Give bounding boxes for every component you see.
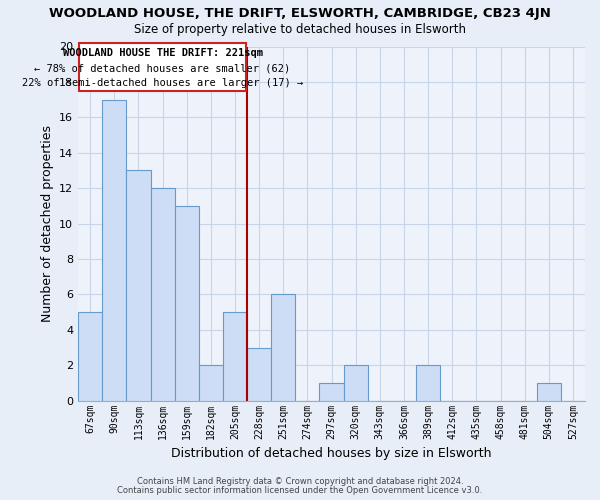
Text: Size of property relative to detached houses in Elsworth: Size of property relative to detached ho… <box>134 22 466 36</box>
Bar <box>416 365 440 400</box>
Bar <box>151 188 175 400</box>
Text: ← 78% of detached houses are smaller (62): ← 78% of detached houses are smaller (62… <box>34 64 291 74</box>
Bar <box>102 100 127 401</box>
Bar <box>175 206 199 400</box>
Bar <box>319 383 344 400</box>
Text: 22% of semi-detached houses are larger (17) →: 22% of semi-detached houses are larger (… <box>22 78 303 88</box>
Bar <box>78 312 102 400</box>
Bar <box>199 365 223 400</box>
FancyBboxPatch shape <box>79 43 246 91</box>
Text: WOODLAND HOUSE, THE DRIFT, ELSWORTH, CAMBRIDGE, CB23 4JN: WOODLAND HOUSE, THE DRIFT, ELSWORTH, CAM… <box>49 8 551 20</box>
Text: WOODLAND HOUSE THE DRIFT: 221sqm: WOODLAND HOUSE THE DRIFT: 221sqm <box>62 48 263 58</box>
Y-axis label: Number of detached properties: Number of detached properties <box>41 125 53 322</box>
Bar <box>537 383 561 400</box>
Bar <box>223 312 247 400</box>
Text: Contains HM Land Registry data © Crown copyright and database right 2024.: Contains HM Land Registry data © Crown c… <box>137 477 463 486</box>
Bar <box>271 294 295 401</box>
Bar <box>247 348 271 401</box>
Bar <box>127 170 151 400</box>
Text: Contains public sector information licensed under the Open Government Licence v3: Contains public sector information licen… <box>118 486 482 495</box>
Bar <box>344 365 368 400</box>
X-axis label: Distribution of detached houses by size in Elsworth: Distribution of detached houses by size … <box>172 447 492 460</box>
